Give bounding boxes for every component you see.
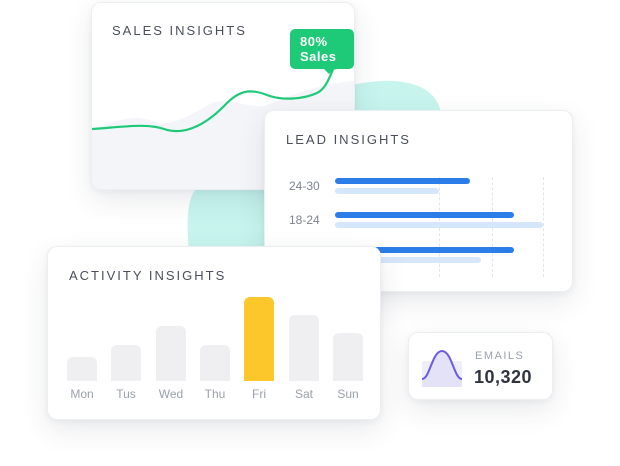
activity-bar-mon [67,357,97,381]
activity-bar-wed [156,326,186,381]
activity-bar-sun [333,333,363,381]
day-label-thu: Thu [204,387,226,401]
emails-count: 10,320 [474,367,533,387]
activity-bar-thu [200,345,230,381]
sales-percentage-badge: 80% Sales [290,29,354,74]
lead-bar-primary [335,212,514,218]
sales-line [92,63,337,133]
lead-insights-title: LEAD INSIGHTS [286,132,411,147]
lead-bar-secondary [335,222,543,228]
emails-label: EMAILS [475,350,525,362]
activity-insights-card: ACTIVITY INSIGHTS Mon Tus Wed Thu Fri Sat Sun [47,246,381,420]
day-label-mon: Mon [70,387,94,401]
activity-insights-title: ACTIVITY INSIGHTS [69,268,227,283]
day-label-sun: Sun [337,387,359,401]
activity-bar-tus [111,345,141,381]
grid-line [543,177,544,277]
day-label-tus: Tus [116,387,136,401]
sales-insights-title: SALES INSIGHTS [112,23,247,38]
activity-bar-sat [289,315,319,381]
lead-bar-secondary [335,188,439,194]
day-label-fri: Fri [252,387,266,401]
lead-bar-secondary [335,257,481,263]
lead-row-label: 24-30 [289,179,320,193]
emails-stat-card: EMAILS 10,320 [408,332,553,400]
day-label-sat: Sat [294,387,313,401]
bell-curve-icon [422,349,462,387]
lead-bar-primary [335,178,470,184]
lead-row-label: 18-24 [289,213,320,227]
lead-bar-primary [335,247,514,253]
activity-bar-fri [244,297,274,381]
day-label-wed: Wed [158,387,184,401]
